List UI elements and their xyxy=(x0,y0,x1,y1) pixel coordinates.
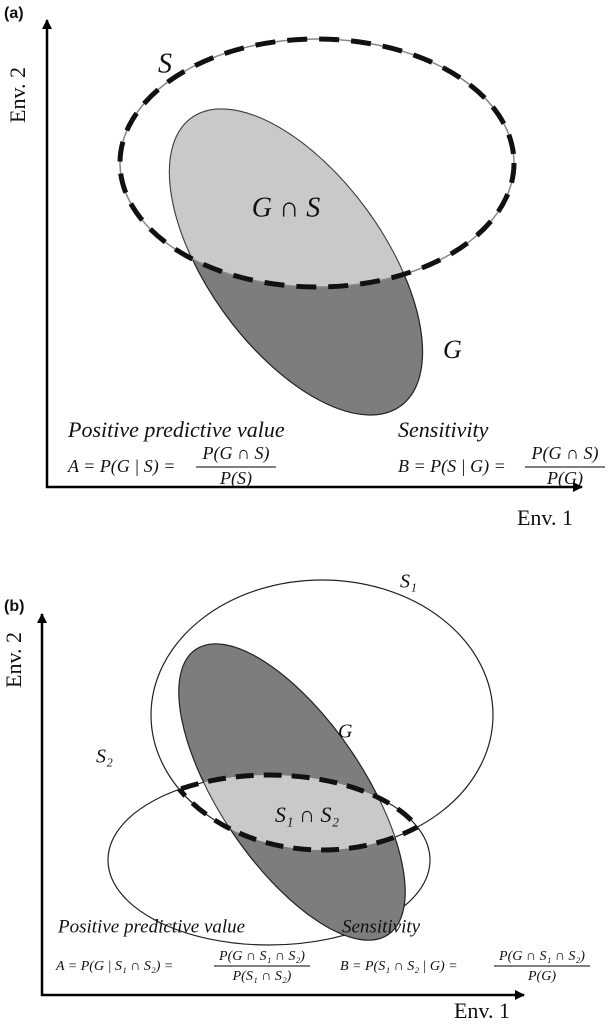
right-numerator: P(G ∩ S₁ ∩ S₂) xyxy=(498,949,585,964)
left-numerator: P(G ∩ S₁ ∩ S₂) xyxy=(218,949,305,964)
s1-label: S₁ xyxy=(400,571,417,593)
left-formula: A = P(G | S) = xyxy=(67,456,175,477)
right-denominator: P(G) xyxy=(546,468,583,489)
s-label: S xyxy=(158,48,172,79)
g-label: G xyxy=(338,721,353,743)
y-axis-label: Env. 2 xyxy=(5,67,30,123)
s2-label: S₂ xyxy=(96,746,113,768)
s-dashed xyxy=(117,36,517,290)
right-denominator: P(G) xyxy=(527,969,556,984)
panel-a: (a) Env. 2 Env. 1 S G ∩ S G Positive pre… xyxy=(4,5,605,530)
x-axis-label: Env. 1 xyxy=(454,998,510,1023)
right-formula: B = P(S | G) = xyxy=(398,456,506,477)
g-label: G xyxy=(443,335,462,364)
intersection-label: S₁ ∩ S₂ xyxy=(275,802,340,827)
s2-dashed xyxy=(151,772,433,850)
right-numerator: P(G ∩ S) xyxy=(531,443,599,464)
right-heading: Sensitivity xyxy=(342,916,421,937)
left-heading: Positive predictive value xyxy=(57,916,245,937)
left-heading: Positive predictive value xyxy=(67,417,285,442)
intersection-label: G ∩ S xyxy=(252,192,320,223)
left-denominator: P(S₁ ∩ S₂) xyxy=(232,969,292,984)
panel-b: (b) Env. 2 Env. 1 S₁ S₂ G S₁ ∩ S₂ Positi… xyxy=(1,571,590,1023)
s1-dashed xyxy=(148,775,430,853)
x-axis-label: Env. 1 xyxy=(517,505,573,530)
left-formula: A = P(G | S₁ ∩ S₂) = xyxy=(55,959,173,974)
y-axis-label: Env. 2 xyxy=(1,632,26,688)
panel-tag: (b) xyxy=(4,598,24,615)
left-numerator: P(G ∩ S) xyxy=(202,443,270,464)
left-denominator: P(S) xyxy=(219,468,252,489)
g-s-intersection xyxy=(168,108,424,287)
panel-tag: (a) xyxy=(4,5,24,22)
right-heading: Sensitivity xyxy=(398,417,489,442)
right-formula: B = P(S₁ ∩ S₂ | G) = xyxy=(340,959,458,974)
